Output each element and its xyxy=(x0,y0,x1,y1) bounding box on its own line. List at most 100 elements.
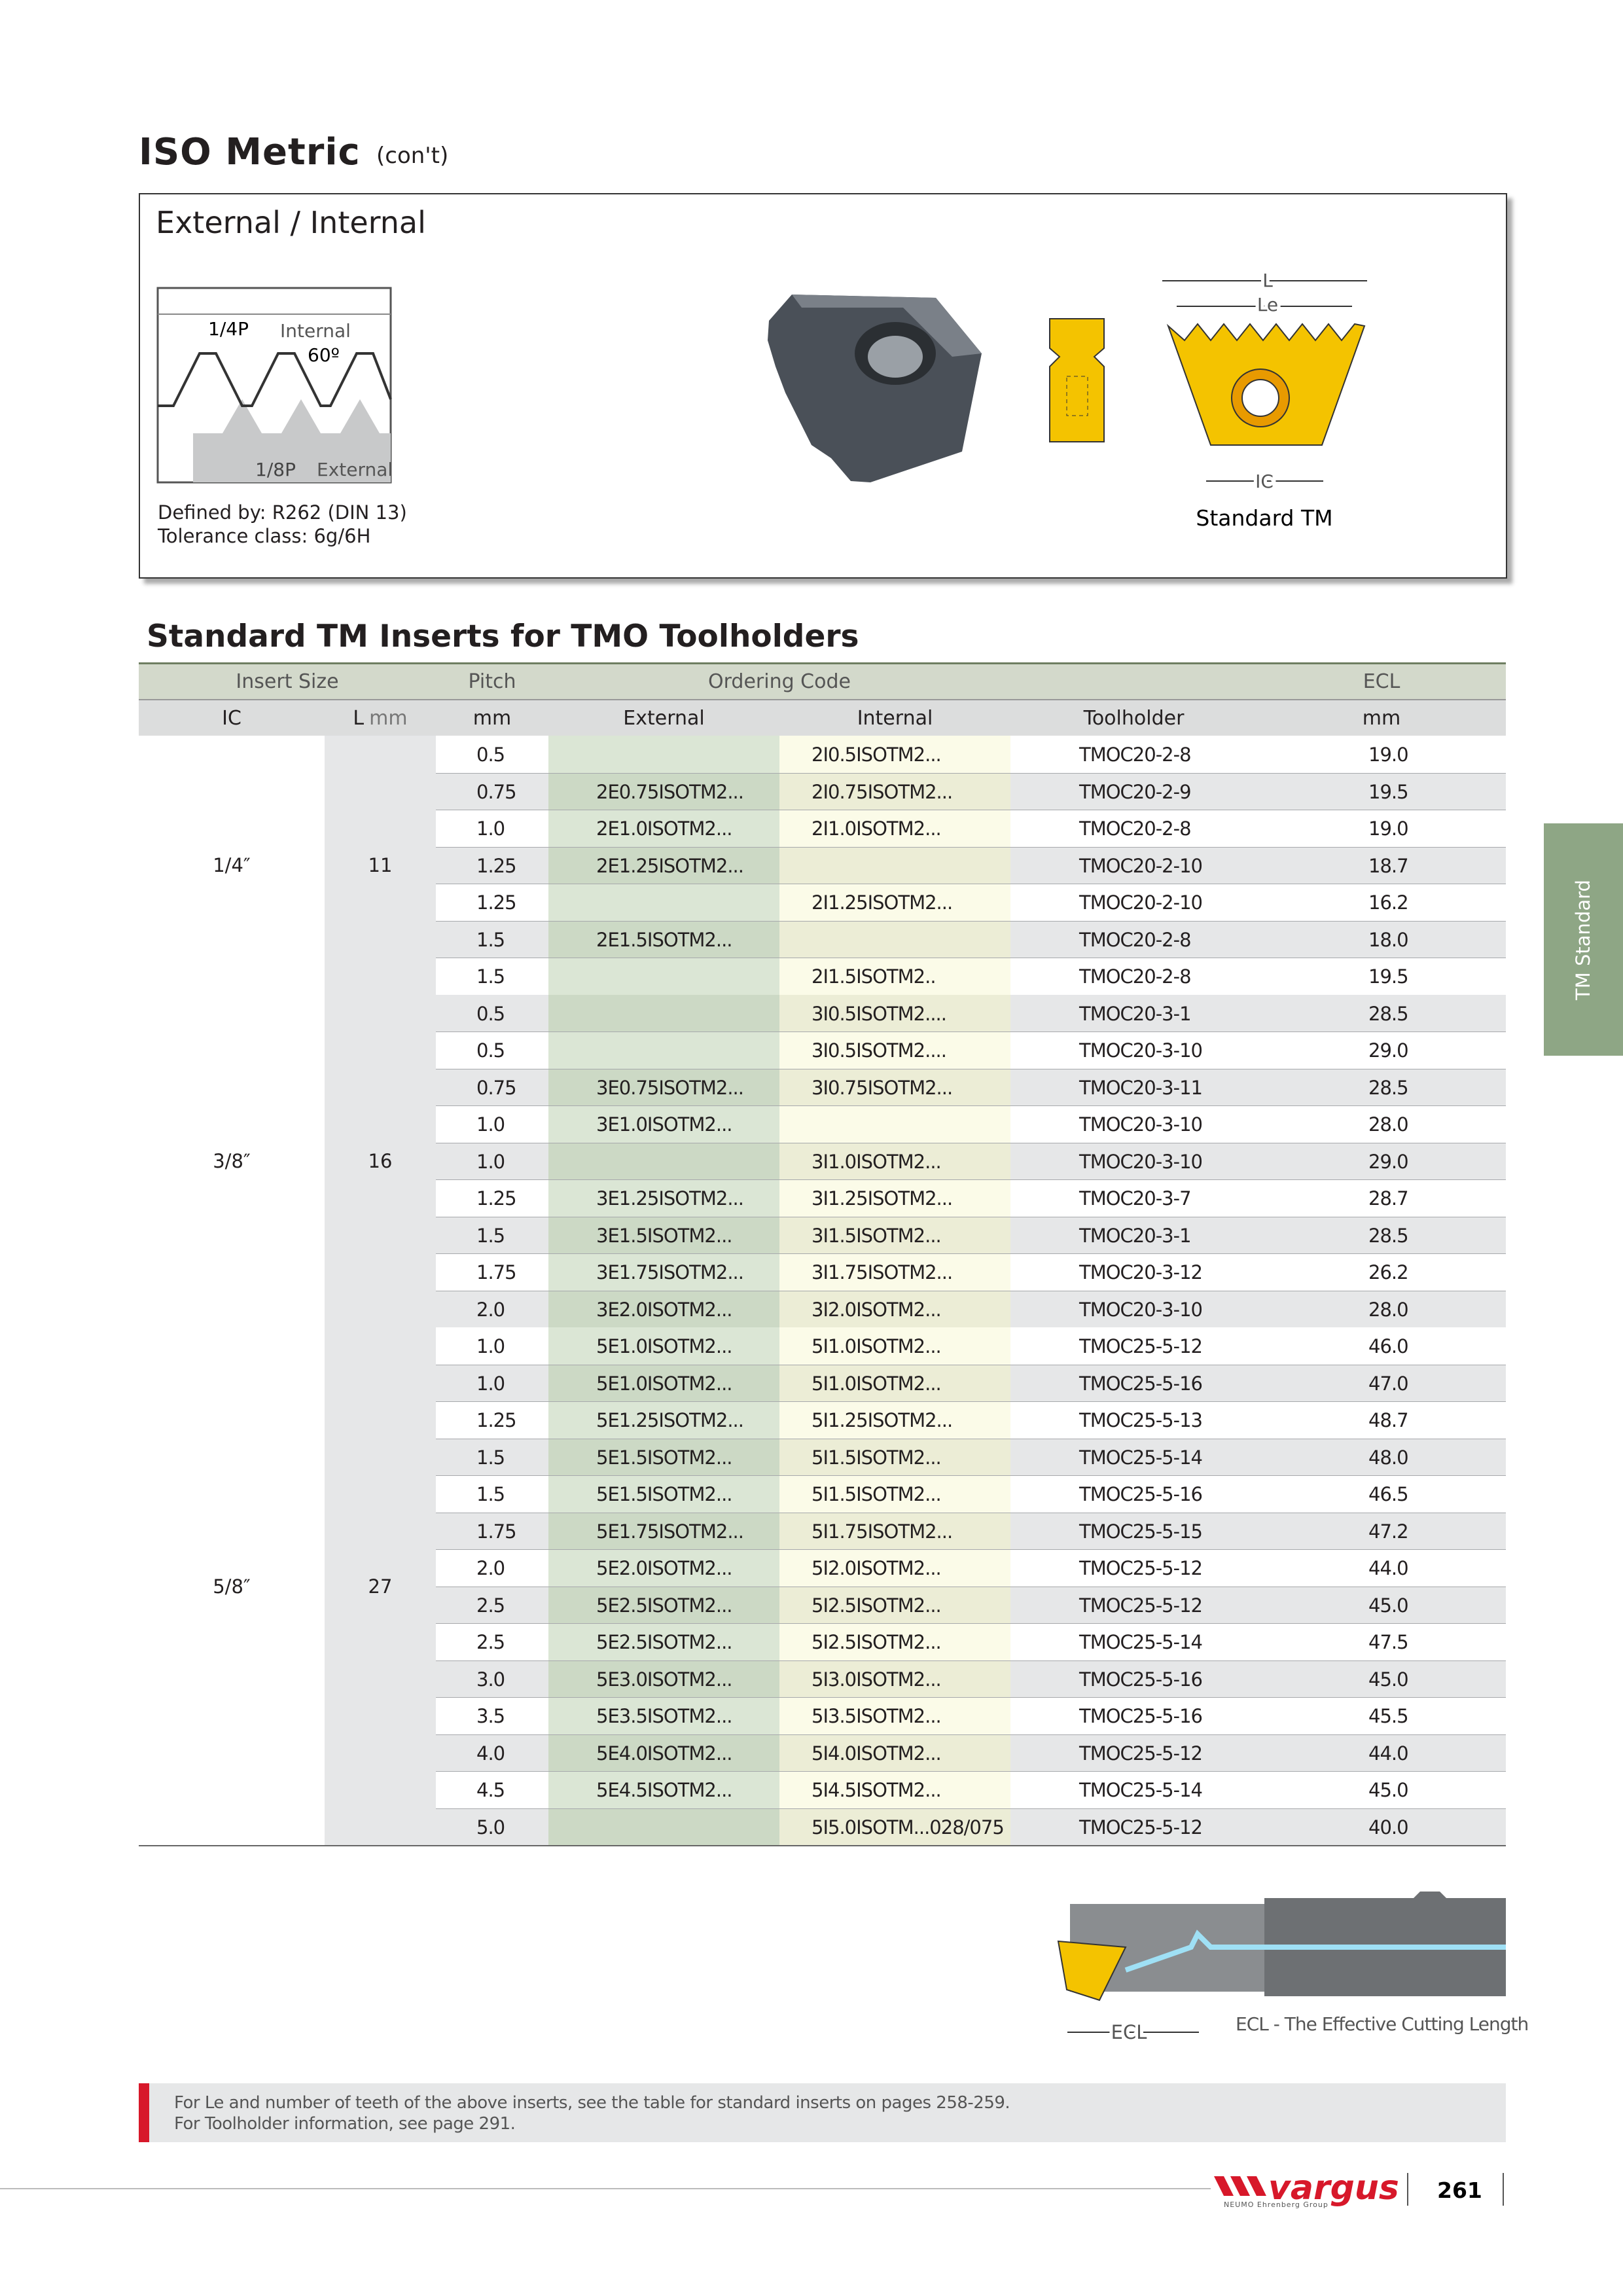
pitch: 1.5 xyxy=(476,1446,505,1469)
toolholder: TMOC25-5-12 xyxy=(1079,1335,1203,1357)
internal-col-bg xyxy=(779,994,1010,1031)
header-pitch-unit: mm xyxy=(473,707,512,730)
pitch: 3.5 xyxy=(476,1705,505,1727)
pitch: 1.0 xyxy=(476,1113,505,1136)
toolholder: TMOC25-5-16 xyxy=(1079,1668,1203,1691)
external-col-bg xyxy=(548,884,779,921)
tolerance: Tolerance class: 6g/6H xyxy=(158,525,371,547)
internal-col-bg xyxy=(779,846,1010,884)
toolholder: TMOC25-5-16 xyxy=(1079,1705,1203,1727)
ecl: 45.0 xyxy=(1368,1594,1409,1617)
header-ecl-unit: mm xyxy=(1362,707,1401,730)
brand: vargus xyxy=(1268,2168,1399,2208)
row-rule xyxy=(436,1808,1506,1809)
internal-col-bg xyxy=(779,1771,1010,1808)
toolholder: TMOC20-2-8 xyxy=(1079,928,1192,951)
toolholder: TMOC25-5-14 xyxy=(1079,1779,1203,1801)
toolholder: TMOC20-2-9 xyxy=(1079,780,1192,803)
internal-col-bg xyxy=(779,1290,1010,1327)
row-rule xyxy=(436,1031,1506,1032)
ecl: 44.0 xyxy=(1368,1557,1409,1579)
internal-code: 2I0.5ISOTM2... xyxy=(812,744,942,766)
footnote-box: For Le and number of teeth of the above … xyxy=(139,2083,1506,2142)
toolholder: TMOC20-3-11 xyxy=(1079,1076,1203,1099)
internal-code: 5I1.5ISOTM2... xyxy=(812,1446,942,1469)
header-ordering-code: Ordering Code xyxy=(708,670,851,693)
ecl: 28.7 xyxy=(1368,1187,1409,1210)
ic-cell-bg xyxy=(139,1327,325,1845)
insert-side-view xyxy=(1049,318,1105,442)
external-code: 5E4.0ISOTM2... xyxy=(596,1742,733,1765)
external-col-bg xyxy=(548,1031,779,1069)
footnote-line: For Toolholder information, see page 291… xyxy=(174,2114,516,2134)
internal-col-bg xyxy=(779,1401,1010,1439)
ecl: 16.2 xyxy=(1368,891,1409,914)
external-code: 5E2.5ISOTM2... xyxy=(596,1631,733,1653)
external-col-bg xyxy=(548,1697,779,1734)
pitch: 0.5 xyxy=(476,1039,505,1062)
internal-code: 5I1.0ISOTM2... xyxy=(812,1335,942,1357)
internal-col-bg xyxy=(779,1808,1010,1845)
external-code: 5E3.0ISOTM2... xyxy=(596,1668,733,1691)
toolholder: TMOC20-3-1 xyxy=(1079,1224,1192,1247)
external-code: 3E0.75ISOTM2... xyxy=(596,1076,744,1099)
external-col-bg xyxy=(548,958,779,995)
row-rule xyxy=(436,920,1506,922)
external-code: 5E1.0ISOTM2... xyxy=(596,1372,733,1395)
brand-group: NEUMO Ehrenberg Group xyxy=(1224,2200,1329,2209)
internal-code: 5I3.0ISOTM2... xyxy=(812,1668,942,1691)
internal-code: 5I1.5ISOTM2... xyxy=(812,1483,942,1505)
external-code: 2E1.5ISOTM2... xyxy=(596,928,733,951)
internal-col-bg xyxy=(779,1068,1010,1105)
header-band xyxy=(139,662,1506,701)
ecl: 18.7 xyxy=(1368,854,1409,877)
pitch: 1.5 xyxy=(476,1483,505,1505)
logo-stripe xyxy=(1230,2176,1250,2196)
pitch: 5.0 xyxy=(476,1816,505,1839)
ecl: 48.7 xyxy=(1368,1409,1409,1431)
l-cell-bg xyxy=(325,994,436,1327)
pitch: 2.5 xyxy=(476,1594,505,1617)
internal-col-bg xyxy=(779,736,1010,773)
header-insert-size: Insert Size xyxy=(236,670,339,693)
label-angle: 60º xyxy=(308,344,340,366)
pitch: 4.5 xyxy=(476,1779,505,1801)
toolholder: TMOC20-3-7 xyxy=(1079,1187,1192,1210)
internal-code: 3I0.5ISOTM2.... xyxy=(812,1002,947,1025)
toolholder: TMOC25-5-13 xyxy=(1079,1409,1203,1431)
internal-code: 5I2.0ISOTM2... xyxy=(812,1557,942,1579)
external-code: 5E1.5ISOTM2... xyxy=(596,1483,733,1505)
external-col-bg xyxy=(548,994,779,1031)
l: 27 xyxy=(368,1575,393,1598)
ecl: 45.0 xyxy=(1368,1668,1409,1691)
ecl: 40.0 xyxy=(1368,1816,1409,1839)
pitch: 1.5 xyxy=(476,928,505,951)
ecl: 47.2 xyxy=(1368,1520,1409,1543)
pitch: 0.5 xyxy=(476,744,505,766)
external-code: 5E4.5ISOTM2... xyxy=(596,1779,733,1801)
ecl: 19.5 xyxy=(1368,965,1409,988)
internal-code: 3I2.0ISOTM2... xyxy=(812,1298,942,1321)
internal-col-bg xyxy=(779,1549,1010,1587)
internal-code: 3I0.5ISOTM2.... xyxy=(812,1039,947,1062)
label-le: Le xyxy=(1257,294,1278,315)
external-code: 3E1.5ISOTM2... xyxy=(596,1224,733,1247)
toolholder: TMOC20-3-12 xyxy=(1079,1261,1203,1283)
external-col-bg xyxy=(548,1586,779,1623)
header-external: External xyxy=(623,707,705,730)
internal-col-bg xyxy=(779,1179,1010,1217)
toolholder: TMOC20-3-1 xyxy=(1079,1002,1192,1025)
external-col-bg xyxy=(548,1475,779,1513)
internal-code: 5I1.0ISOTM2... xyxy=(812,1372,942,1395)
ecl: 18.0 xyxy=(1368,928,1409,951)
internal-col-bg xyxy=(779,1623,1010,1660)
ecl: 48.0 xyxy=(1368,1446,1409,1469)
ecl: 19.0 xyxy=(1368,817,1409,840)
ic-cell-bg xyxy=(139,994,325,1327)
external-code: 5E2.5ISOTM2... xyxy=(596,1594,733,1617)
label-internal: Internal xyxy=(280,320,351,342)
pitch: 1.25 xyxy=(476,854,517,877)
row-rule xyxy=(436,1549,1506,1550)
